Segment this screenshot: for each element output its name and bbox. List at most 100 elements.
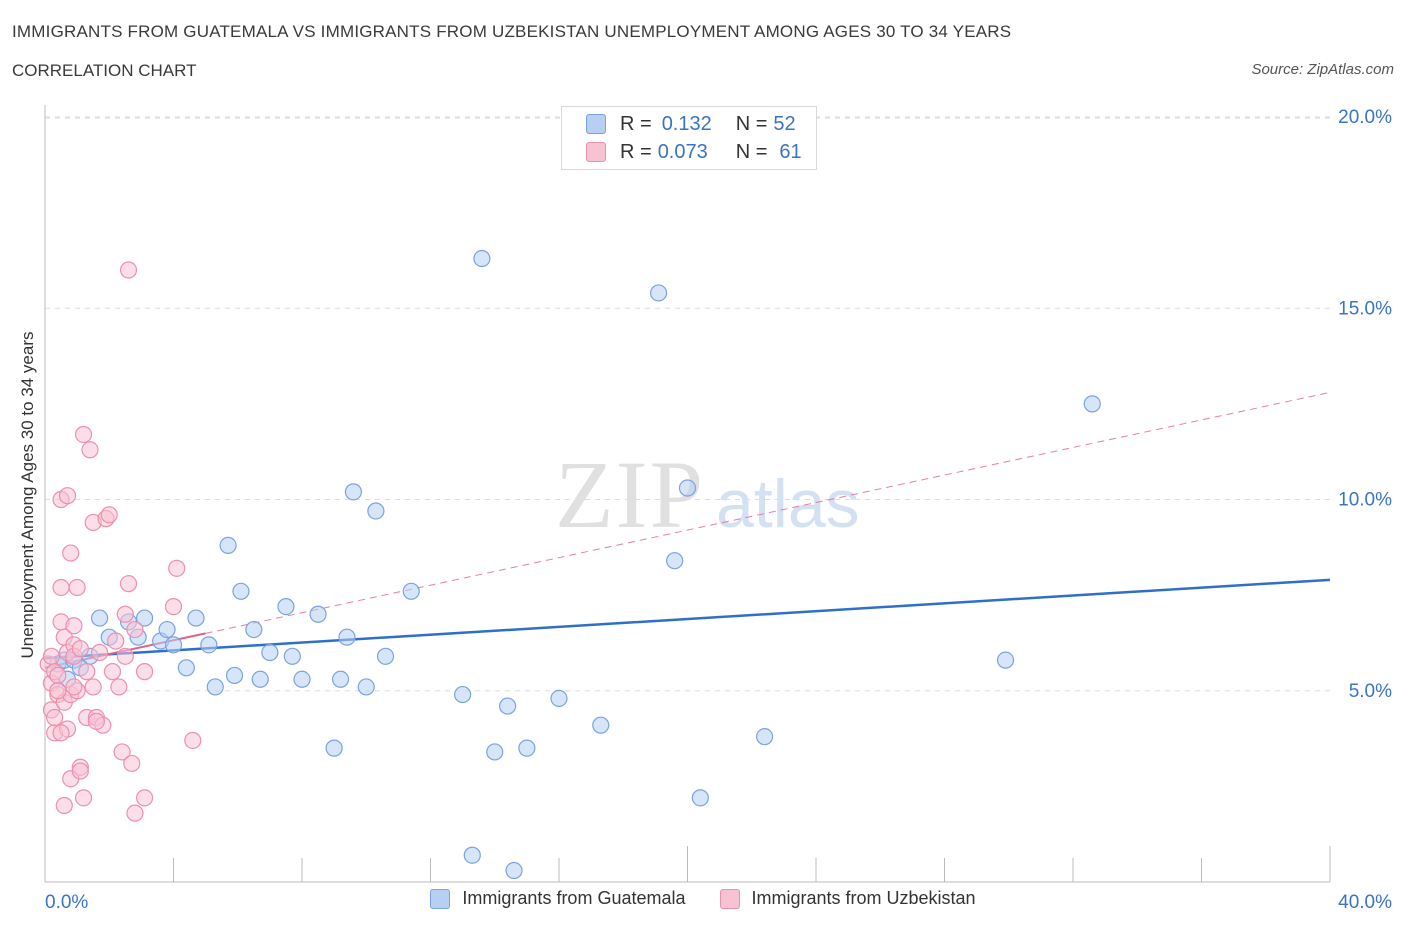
trend-lines [44,391,1331,669]
r-value: 0.132 [661,112,712,135]
point-guatemala [206,678,224,696]
legend-row-uzbekistan: R = 0.073 N = 61 [586,140,802,164]
point-guatemala [755,728,774,746]
point-guatemala [331,670,350,688]
point-uzbekistan [74,425,93,444]
gridlines [45,116,1330,692]
y-tick-label: 5.0% [1349,681,1392,702]
legend-item-guatemala: Immigrants from Guatemala [430,888,686,909]
point-uzbekistan [91,643,109,662]
point-guatemala [666,552,684,570]
point-uzbekistan [81,441,99,459]
legend-label: Immigrants from Guatemala [462,888,686,908]
n-label: N = [735,140,768,163]
r-value: 0.073 [657,140,708,163]
point-uzbekistan [62,544,80,562]
x-tick-label: 40.0% [1338,892,1392,913]
point-uzbekistan [126,620,144,639]
point-uzbekistan [164,597,183,616]
point-uzbekistan [46,708,64,727]
point-uzbekistan [65,678,83,696]
point-uzbekistan [58,487,77,505]
n-value: 61 [779,140,802,163]
point-uzbekistan [110,678,128,696]
x-tick-label: 0.0% [45,892,88,913]
point-guatemala [376,647,395,665]
point-guatemala [518,739,536,757]
legend-item-uzbekistan: Immigrants from Uzbekistan [719,888,976,909]
point-uzbekistan [49,682,67,700]
point-guatemala [245,620,263,639]
point-uzbekistan [71,640,89,658]
point-guatemala [592,716,610,734]
point-guatemala [1083,395,1101,413]
point-uzbekistan [116,647,134,665]
point-guatemala [499,697,517,715]
n-label: N = [735,112,768,135]
point-guatemala [261,643,279,662]
point-uzbekistan [74,789,93,807]
point-uzbekistan [123,754,141,773]
point-guatemala [996,651,1015,669]
point-guatemala [691,789,709,807]
r-label: R = [620,140,652,163]
y-tick-label: 10.0% [1338,490,1392,511]
legend-label: Immigrants from Uzbekistan [751,888,976,908]
point-guatemala [678,479,697,497]
y-tick-label: 15.0% [1338,298,1392,319]
point-guatemala [505,861,523,880]
point-guatemala [486,743,504,761]
point-uzbekistan [119,575,138,593]
r-label: R = [620,112,652,135]
point-guatemala [325,739,343,757]
point-uzbekistan [78,663,96,681]
point-guatemala [135,609,154,627]
point-guatemala [649,284,668,302]
tick-labels: 5.0% 10.0% 15.0% 20.0% 0.0% 40.0% [45,107,1392,913]
correlation-legend: R = 0.132 N = 52 R = 0.073 N = 61 [561,106,817,170]
point-guatemala [277,597,295,616]
point-guatemala [338,628,356,646]
point-uzbekistan [168,559,186,577]
watermark-atlas: atlas [716,466,860,542]
point-uzbekistan [84,678,102,696]
point-guatemala [177,659,195,677]
point-guatemala [187,609,205,627]
point-uzbekistan [184,731,202,750]
point-guatemala [463,846,481,864]
uzbekistan-swatch [719,888,740,909]
watermark-zip: ZIP [555,441,705,548]
point-guatemala [454,685,472,704]
point-uzbekistan [135,789,154,807]
point-uzbekistan [68,578,86,597]
point-uzbekistan [55,796,73,815]
point-uzbekistan [42,647,61,665]
data-points [39,249,1101,880]
point-uzbekistan [119,261,138,279]
point-guatemala [367,502,385,520]
point-uzbekistan [113,743,131,761]
point-uzbekistan [100,506,118,524]
point-guatemala [283,647,301,665]
point-uzbekistan [107,632,125,650]
point-guatemala [219,536,237,555]
guatemala-swatch [586,114,606,134]
point-guatemala [225,666,244,685]
legend-row-guatemala: R = 0.132 N = 52 [586,112,796,136]
point-guatemala [293,670,311,688]
guatemala-swatch [430,888,451,909]
point-uzbekistan [135,663,154,681]
y-tick-label: 20.0% [1338,107,1392,128]
series-legend: Immigrants from Guatemala Immigrants fro… [0,888,1406,909]
point-guatemala [91,609,109,627]
point-uzbekistan [52,578,70,597]
point-uzbekistan [116,605,134,623]
point-guatemala [158,620,176,639]
point-guatemala [357,678,375,696]
point-guatemala [550,689,568,708]
point-uzbekistan [49,666,67,685]
point-guatemala [344,483,362,501]
y-axis-label: Unemployment Among Ages 30 to 34 years [18,332,37,659]
point-uzbekistan [126,804,144,822]
